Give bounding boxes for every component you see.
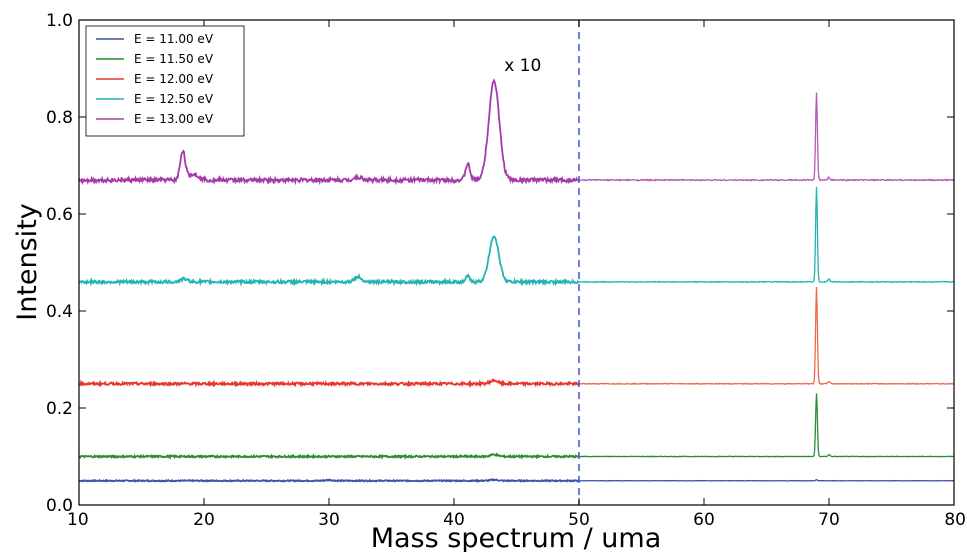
x-tick-label: 20 <box>193 510 215 530</box>
series-line-3-low-mass <box>78 378 580 388</box>
series-line-5-low-mass <box>78 78 580 186</box>
legend-box <box>85 25 245 137</box>
x-tick-label: 50 <box>568 510 590 530</box>
y-tick-label: 0.0 <box>46 496 73 516</box>
series-line-2-high-mass <box>578 393 955 458</box>
legend-label: E = 11.50 eV <box>134 52 214 66</box>
legend-label: E = 13.00 eV <box>134 112 214 126</box>
series-layer <box>78 78 955 483</box>
scale-annotation: x 10 <box>504 56 541 76</box>
x-tick-label: 60 <box>693 510 715 530</box>
tick-layer: 10 20 30 40 50 60 70 80 0.0 0.2 0.4 0.6 0.8 1.0 <box>46 11 966 530</box>
x-tick-label: 30 <box>318 510 340 530</box>
x-axis-title: Mass spectrum / uma <box>371 523 662 552</box>
y-tick-label: 0.2 <box>46 399 73 419</box>
y-tick-label: 1.0 <box>46 11 73 31</box>
x-tick-label: 80 <box>944 510 966 530</box>
series-line-4-low-mass <box>78 235 580 287</box>
x-tick-label: 70 <box>818 510 840 530</box>
x-tick-label: 10 <box>67 510 89 530</box>
legend-label: E = 11.00 eV <box>134 32 214 46</box>
y-axis-title: Intensity <box>12 203 43 321</box>
y-tick-label: 0.6 <box>46 205 73 225</box>
legend-label: E = 12.50 eV <box>134 92 214 106</box>
series-line-3-high-mass <box>578 286 955 386</box>
plot-frame <box>78 19 955 506</box>
series-line-2-low-mass <box>78 452 580 460</box>
y-tick-label: 0.8 <box>46 108 73 128</box>
legend-label: E = 12.00 eV <box>134 72 214 86</box>
series-line-4-high-mass <box>578 186 955 284</box>
y-tick-label: 0.4 <box>46 302 73 322</box>
legend: E = 11.00 eV E = 11.50 eV E = 12.00 eV E = … <box>85 25 245 137</box>
series-line-1-high-mass <box>578 479 955 482</box>
x-tick-label: 40 <box>443 510 465 530</box>
series-line-1-low-mass <box>78 478 580 483</box>
series-line-5-high-mass <box>578 92 955 182</box>
